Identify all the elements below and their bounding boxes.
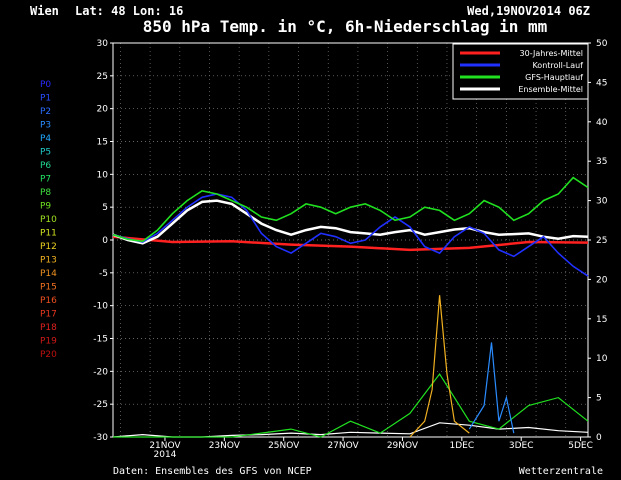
member-label: P10	[40, 215, 57, 225]
member-label: P3	[40, 121, 51, 131]
x-tick-label: 3DEC	[509, 441, 534, 451]
x-tick-label: 21NOV	[149, 441, 181, 451]
member-label: P11	[40, 229, 57, 239]
member-label: P12	[40, 242, 57, 252]
member-labels: P0 P1 P2 P3 P4 P5 P6 P7 P8 P9 P10 P11 P12 P13 P14 P15 P1…	[40, 80, 57, 360]
member-label: P4	[40, 134, 51, 144]
x-tick-label: 5DEC	[568, 441, 593, 451]
y-left-tick-label: 0	[102, 236, 108, 246]
grid	[113, 42, 588, 438]
y-left-tick-label: 30	[97, 39, 109, 49]
data-source: Daten: Ensembles des GFS von NCEP	[113, 466, 312, 477]
series	[112, 176, 589, 438]
y-right-tick-label: 10	[596, 354, 608, 364]
precip-series	[409, 295, 470, 438]
y-left-tick-label: -20	[93, 367, 108, 377]
station-name: Wien	[30, 4, 59, 18]
x-tick-sublabel: 2014	[154, 450, 177, 460]
y-left-tick-label: 15	[97, 138, 108, 148]
member-label: P13	[40, 256, 57, 266]
run-date: Wed,19NOV2014 06Z	[467, 4, 590, 18]
y-right-tick-label: 35	[596, 157, 607, 167]
brand: Wetterzentrale	[519, 466, 603, 477]
legend-label: Kontroll-Lauf	[532, 61, 583, 70]
member-label: P18	[40, 323, 57, 333]
member-label: P9	[40, 202, 51, 212]
member-label: P8	[40, 188, 51, 198]
y-left-tick-label: -30	[93, 433, 108, 443]
member-label: P19	[40, 337, 57, 347]
legend-label: 30-Jahres-Mittel	[520, 49, 583, 58]
y-right-tick-label: 20	[596, 275, 608, 285]
x-tick-label: 25NOV	[268, 441, 300, 451]
y-left-tick-label: 20	[97, 105, 109, 115]
y-left-tick-label: 5	[102, 203, 108, 213]
temp-series	[112, 235, 589, 252]
x-tick-label: 23NOV	[209, 441, 241, 451]
plot-frame	[112, 42, 589, 438]
y-left-tick-label: -25	[93, 400, 108, 410]
y-right-tick-label: 5	[596, 394, 602, 404]
member-label: P17	[40, 310, 57, 320]
y-left-tick-label: -5	[99, 269, 108, 279]
member-label: P16	[40, 296, 57, 306]
member-label: P1	[40, 94, 51, 104]
member-label: P2	[40, 107, 51, 117]
y-right-tick-label: 45	[596, 78, 607, 88]
temp-series	[112, 193, 589, 277]
precip-series	[468, 342, 515, 434]
y-right-tick-label: 25	[596, 236, 607, 246]
y-left-tick-label: -10	[93, 302, 108, 312]
y-right-tick-label: 40	[596, 118, 608, 128]
member-label: P5	[40, 148, 51, 158]
chart-title: 850 hPa Temp. in °C, 6h-Niederschlag in …	[143, 17, 548, 36]
y-left-tick-label: 25	[97, 72, 108, 82]
member-label: P7	[40, 175, 51, 185]
y-right-tick-label: 15	[596, 315, 607, 325]
x-tick-label: 1DEC	[450, 441, 475, 451]
x-tick-label: 27NOV	[327, 441, 359, 451]
precip-series	[112, 422, 589, 438]
member-label: P0	[40, 80, 51, 90]
y-left-tick-label: 10	[97, 170, 109, 180]
legend: 30-Jahres-Mittel Kontroll-Lauf GFS-Hauptla…	[452, 43, 589, 100]
legend-label: Ensemble-Mittel	[518, 85, 583, 94]
y-right-tick-label: 0	[596, 433, 602, 443]
precip-series	[113, 372, 589, 438]
legend-label: GFS-Hauptlauf	[525, 73, 583, 82]
axes: 302520151050-5-10-15-20-25-3050454035302…	[93, 39, 607, 460]
y-right-tick-label: 50	[596, 39, 608, 49]
member-label: P20	[40, 350, 57, 360]
y-right-tick-label: 30	[596, 197, 608, 207]
station-location: Lat: 48 Lon: 16	[75, 4, 183, 18]
member-label: P15	[40, 283, 57, 293]
temp-series	[112, 199, 589, 245]
y-left-tick-label: -15	[93, 335, 108, 345]
member-label: P14	[40, 269, 57, 279]
member-label: P6	[40, 161, 51, 171]
x-tick-label: 29NOV	[387, 441, 419, 451]
temp-series	[112, 176, 589, 243]
